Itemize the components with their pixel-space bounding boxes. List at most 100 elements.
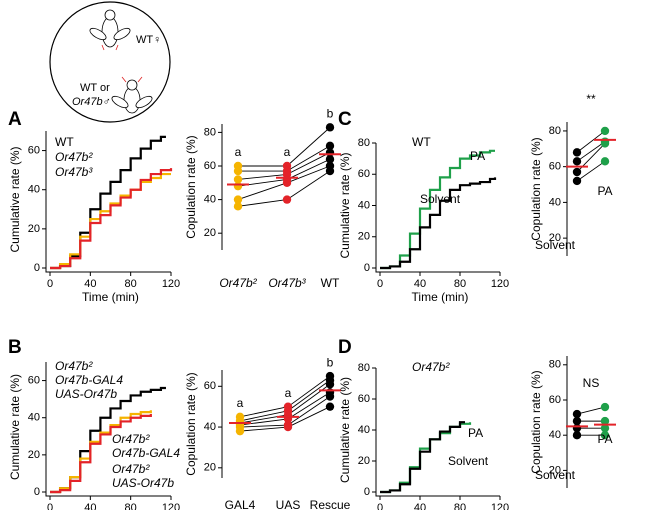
y-tick-label: 40 xyxy=(204,421,216,433)
panel-label: D xyxy=(338,337,352,358)
x-tick-label: 120 xyxy=(491,278,509,290)
series-line xyxy=(50,414,152,494)
x-tick-label: 40 xyxy=(84,502,96,510)
y-tick-label: 60 xyxy=(549,394,561,406)
dot xyxy=(325,141,335,151)
x-tick-label: 80 xyxy=(454,278,466,290)
series-line xyxy=(380,421,465,494)
significance-letter: b xyxy=(327,107,334,121)
diagram-circle xyxy=(49,1,171,123)
x-tick-label: 0 xyxy=(377,278,383,290)
y-tick-label: 60 xyxy=(204,160,216,172)
y-tick-label: 80 xyxy=(549,359,561,371)
legend-entry: Or47b² xyxy=(55,150,93,164)
dot xyxy=(325,392,335,401)
panel-label: A xyxy=(8,109,22,130)
y-tick-label: 20 xyxy=(204,462,216,474)
pair-line xyxy=(286,145,331,172)
significance-letter: b xyxy=(327,355,334,369)
legend-entry: Or47b² xyxy=(112,432,150,446)
axis-line xyxy=(45,362,171,497)
dot xyxy=(233,166,243,176)
pair-line xyxy=(239,426,289,432)
male-label: WT or xyxy=(80,82,110,94)
dot xyxy=(233,202,243,211)
dot xyxy=(600,139,610,148)
pair-line xyxy=(237,173,288,180)
category-label: Solvent xyxy=(535,238,576,252)
pair-line xyxy=(287,379,331,412)
panel-label: C xyxy=(338,109,352,130)
pair-line xyxy=(287,392,331,420)
dot xyxy=(233,181,243,191)
pair-line xyxy=(287,375,331,408)
legend-entry: UAS-Or47b xyxy=(112,476,174,490)
y-tick-label: 20 xyxy=(549,232,561,244)
axis-line xyxy=(375,368,500,497)
dot xyxy=(572,416,582,426)
y-axis-title: Copulation rate (%) xyxy=(529,370,543,473)
category-label: Or47b³ xyxy=(268,276,306,290)
fly-diagram: WT♀ WT or Or47b♂ xyxy=(49,1,171,123)
y-tick-label: 80 xyxy=(358,362,370,374)
y-tick-label: 20 xyxy=(204,227,216,239)
x-tick-label: 40 xyxy=(84,278,96,290)
dot xyxy=(572,167,582,177)
y-tick-label: 80 xyxy=(358,137,370,149)
y-axis-title: Cumulative rate (%) xyxy=(8,146,22,252)
dot xyxy=(600,126,610,136)
dot xyxy=(572,409,582,419)
x-tick-label: 120 xyxy=(491,502,509,510)
pair-line xyxy=(239,418,289,426)
legend-entry: Solvent xyxy=(448,454,489,468)
dot xyxy=(600,402,610,412)
x-tick-label: 80 xyxy=(125,502,137,510)
significance-letter: a xyxy=(235,145,242,159)
x-tick-label: 0 xyxy=(47,502,53,510)
dot xyxy=(325,402,335,411)
series-line xyxy=(380,149,495,270)
pair-line xyxy=(239,410,289,422)
pair-line xyxy=(239,424,289,428)
dot xyxy=(325,166,335,176)
y-tick-label: 60 xyxy=(358,393,370,405)
y-tick-label: 20 xyxy=(549,464,561,476)
category-label: WT xyxy=(321,276,340,290)
y-tick-label: 80 xyxy=(204,126,216,138)
y-tick-label: 0 xyxy=(364,262,370,274)
y-tick-label: 0 xyxy=(34,486,40,498)
pair-line xyxy=(286,170,331,200)
x-tick-label: 40 xyxy=(414,502,426,510)
y-axis-title: Cumulative rate (%) xyxy=(338,377,352,483)
chart-label: WT xyxy=(412,135,431,149)
y-axis-title: Cumulative rate (%) xyxy=(338,152,352,258)
female-fly xyxy=(89,9,131,51)
axis-line xyxy=(375,143,500,273)
dot xyxy=(572,157,582,166)
y-tick-label: 20 xyxy=(28,449,40,461)
legend-entry: UAS-Or47b xyxy=(55,387,117,401)
legend-entry: WT xyxy=(55,135,74,149)
significance-letter: a xyxy=(237,396,244,410)
pair-line xyxy=(576,143,606,173)
female-label: WT♀ xyxy=(136,34,161,46)
dot xyxy=(325,380,335,389)
legend-entry: PA xyxy=(470,149,485,163)
x-tick-label: 80 xyxy=(454,502,466,510)
dot xyxy=(233,175,243,184)
pair-line xyxy=(576,130,606,153)
x-axis-title: Time (min) xyxy=(412,290,469,304)
y-axis-title: Copulation rate (%) xyxy=(184,135,198,238)
pair-line xyxy=(576,160,606,182)
pair-line xyxy=(286,127,331,167)
x-tick-label: 40 xyxy=(414,278,426,290)
legend-entry: Or47b² xyxy=(55,359,93,373)
pair-line xyxy=(237,182,288,201)
category-label: GAL4 xyxy=(225,498,256,510)
pair-line xyxy=(239,406,289,418)
